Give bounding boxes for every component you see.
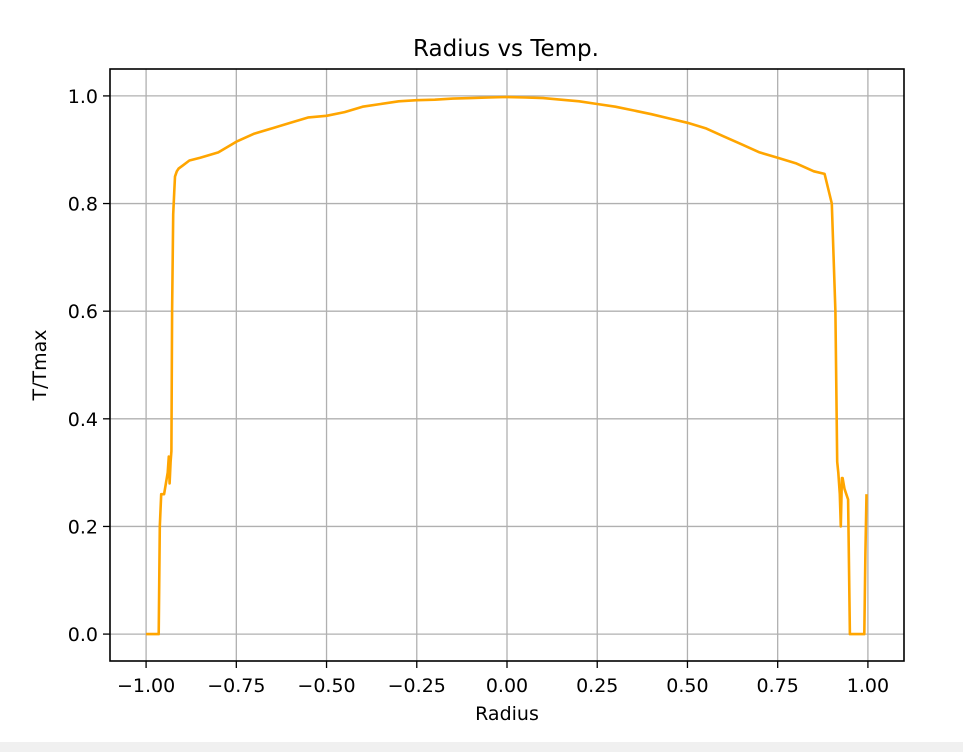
y-tick-label: 0.8 (68, 194, 98, 216)
y-tick-label: 0.4 (68, 409, 98, 431)
y-tick-label: 0.6 (68, 301, 98, 323)
x-tick-label: 0.50 (666, 675, 708, 697)
y-tick-label: 0.2 (68, 516, 98, 538)
x-tick-label: −0.75 (207, 675, 265, 697)
axis-ticks: −1.00 −0.75 −0.50 −0.25 0.00 0.25 0.50 0.75 1.00… (68, 86, 889, 697)
series-layer (146, 95, 868, 636)
y-tick-label: 0.0 (68, 624, 98, 646)
y-axis-label: T/Tmax (29, 329, 51, 401)
x-tick-label: −1.00 (117, 675, 175, 697)
x-tick-label: 0.75 (757, 675, 799, 697)
x-tick-label: −0.50 (297, 675, 355, 697)
chart-title: Radius vs Temp. (413, 36, 599, 62)
x-tick-label: 0.00 (486, 675, 528, 697)
x-axis-label: Radius (475, 703, 539, 725)
grid-lines (110, 69, 904, 661)
x-tick-label: 0.25 (576, 675, 618, 697)
series-line (146, 95, 868, 636)
x-tick-label: 1.00 (847, 675, 889, 697)
x-tick-label: −0.25 (388, 675, 446, 697)
y-tick-label: 1.0 (68, 86, 98, 108)
